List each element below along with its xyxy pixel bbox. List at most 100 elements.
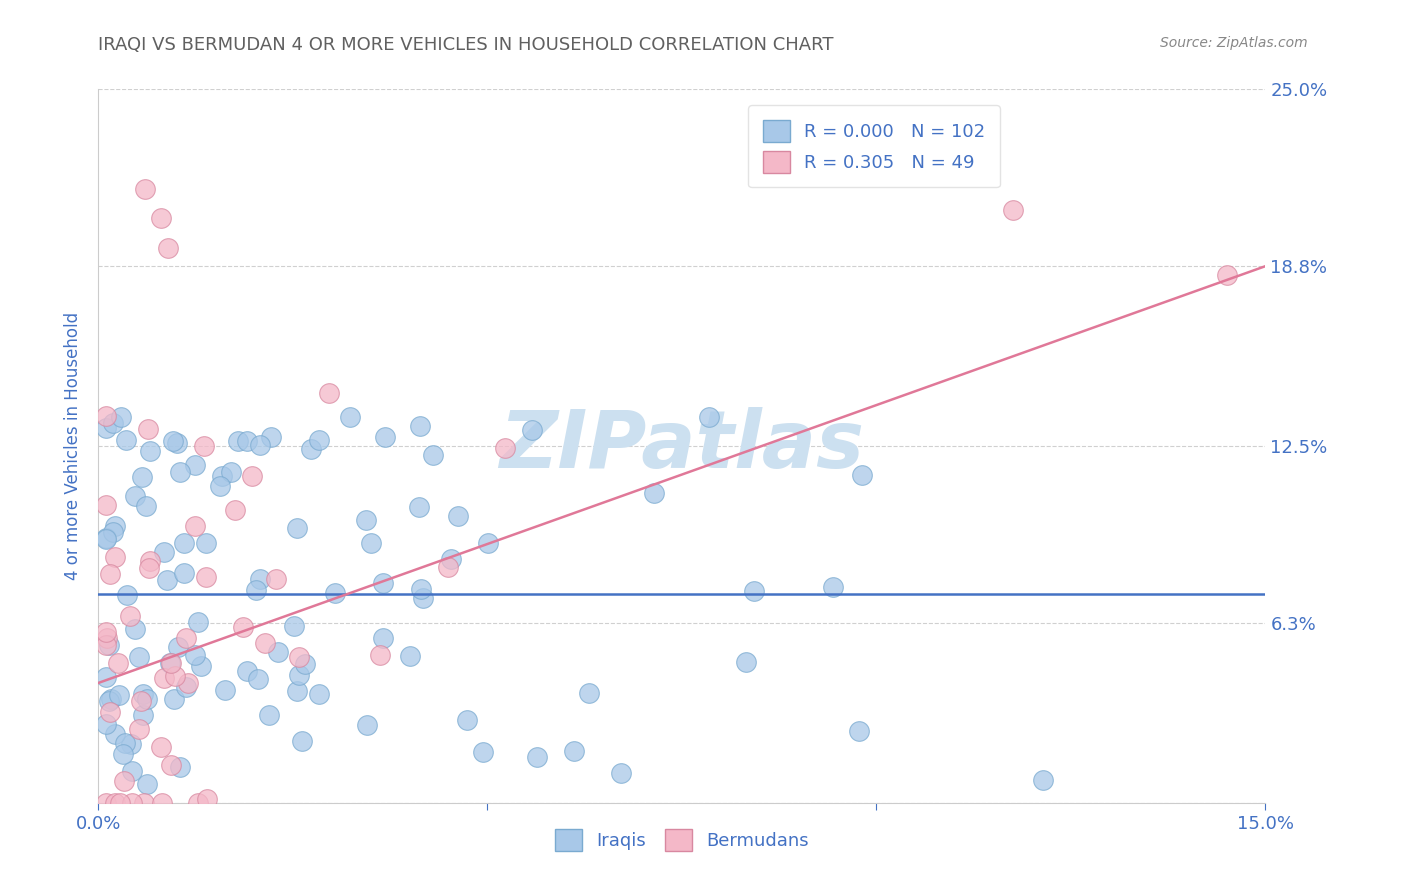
Point [283,619,305,633]
Point [183,458,205,472]
Point [851,468,873,483]
Point [115,588,138,602]
Point [132,796,155,810]
Point [131,470,153,484]
Point [287,650,309,665]
Point [184,519,207,533]
Point [194,535,217,549]
Point [124,489,146,503]
Point [260,430,283,444]
Point [96,717,118,731]
Point [98,705,121,719]
Point [138,561,160,575]
Point [166,435,188,450]
Point [526,750,548,764]
Point [562,744,585,758]
Point [408,500,430,514]
Point [97,638,120,652]
Point [114,736,136,750]
Point [104,727,127,741]
Point [371,631,394,645]
Point [173,566,195,580]
Point [152,671,174,685]
Point [409,418,432,433]
Point [291,733,314,747]
Point [139,444,162,458]
Point [135,499,157,513]
Point [742,583,765,598]
Point [1002,203,1025,218]
Point [149,211,172,225]
Point [399,649,422,664]
Point [132,687,155,701]
Point [323,586,346,600]
Point [160,656,183,670]
Point [169,760,191,774]
Point [115,433,138,447]
Point [190,658,212,673]
Point [134,182,156,196]
Point [110,410,132,425]
Point [643,486,665,500]
Point [138,554,160,568]
Point [240,469,263,483]
Point [360,535,382,549]
Text: ZIPatlas: ZIPatlas [499,407,865,485]
Point [163,669,186,683]
Point [121,764,143,778]
Point [1032,773,1054,788]
Point [136,777,159,791]
Text: IRAQI VS BERMUDAN 4 OR MORE VEHICLES IN HOUSEHOLD CORRELATION CHART: IRAQI VS BERMUDAN 4 OR MORE VEHICLES IN … [98,36,834,54]
Point [156,574,179,588]
Point [96,533,118,547]
Text: Source: ZipAtlas.com: Source: ZipAtlas.com [1160,36,1308,50]
Point [456,713,478,727]
Point [224,503,246,517]
Point [735,655,758,669]
Point [128,649,150,664]
Point [150,796,173,810]
Point [177,676,200,690]
Point [308,434,330,448]
Y-axis label: 4 or more Vehicles in Household: 4 or more Vehicles in Household [65,312,83,580]
Point [226,434,249,448]
Point [96,796,118,810]
Point [848,723,870,738]
Point [131,707,153,722]
Point [195,570,218,584]
Point [96,531,118,545]
Point [373,575,395,590]
Point [318,386,340,401]
Point [294,657,316,672]
Point [104,796,127,810]
Point [187,615,209,629]
Point [821,580,844,594]
Point [219,465,242,479]
Point [107,657,129,671]
Point [162,434,184,449]
Point [267,645,290,659]
Point [356,717,378,731]
Point [214,682,236,697]
Point [253,635,276,649]
Point [96,625,118,640]
Point [440,552,463,566]
Point [150,740,173,755]
Point [128,722,150,736]
Point [96,638,118,652]
Point [156,241,179,255]
Point [447,508,470,523]
Point [96,670,118,684]
Point [264,572,287,586]
Point [211,468,233,483]
Point [118,608,141,623]
Point [437,560,460,574]
Point [477,535,499,549]
Point [195,792,218,806]
Point [699,410,721,425]
Point [173,536,195,550]
Point [520,424,543,438]
Point [287,668,309,682]
Point [104,518,127,533]
Point [135,692,157,706]
